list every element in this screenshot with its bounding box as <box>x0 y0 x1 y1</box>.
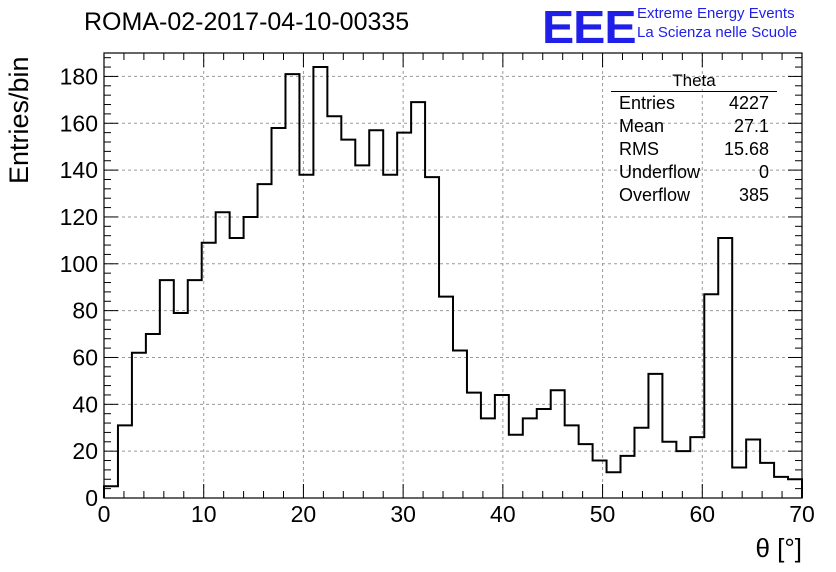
x-tick-label: 20 <box>291 501 317 527</box>
histogram-bin <box>188 280 202 498</box>
y-tick-label: 40 <box>72 391 98 417</box>
histogram-bin <box>718 238 732 498</box>
histogram-bin <box>621 456 635 498</box>
histogram-bin <box>272 128 286 498</box>
eee-logo: EEE <box>542 1 637 53</box>
x-tick-label: 30 <box>390 501 416 527</box>
histogram-bin <box>746 439 760 498</box>
histogram-bin <box>425 177 439 498</box>
histogram-bin <box>551 390 565 498</box>
histogram-bin <box>579 444 593 498</box>
plot-frame <box>103 52 803 499</box>
histogram-bin <box>313 67 327 498</box>
histogram-bin <box>383 175 397 498</box>
histogram-bin <box>202 243 216 498</box>
logo-caption: Extreme Energy Events La Scienza nelle S… <box>637 4 797 42</box>
y-tick-label: 80 <box>72 298 98 324</box>
stats-row-mean: Mean 27.1 <box>611 115 777 138</box>
histogram-bin <box>648 374 662 498</box>
chart-title: ROMA-02-2017-04-10-00335 <box>84 8 410 36</box>
y-tick-label: 60 <box>72 344 98 370</box>
stats-row-rms: RMS 15.68 <box>611 138 777 161</box>
y-axis-label: Entries/bin <box>4 56 34 184</box>
histogram-bin <box>495 395 509 498</box>
histogram-bin <box>230 238 244 498</box>
histogram-bin <box>118 425 132 498</box>
histogram-bin <box>160 280 174 498</box>
histogram-bin <box>537 409 551 498</box>
histogram-bin <box>788 479 802 498</box>
histogram-bin <box>593 461 607 498</box>
stats-value: 27.1 <box>733 116 769 136</box>
histogram-bin <box>607 472 621 498</box>
histogram-bin <box>216 212 230 498</box>
x-axis-label: θ [°] <box>755 533 802 563</box>
stats-label: Overflow <box>619 185 691 205</box>
stats-box: Theta Entries 4227 Mean 27.1 RMS 15.68 U… <box>611 72 777 207</box>
histogram-bin <box>676 451 690 498</box>
stats-value: 15.68 <box>723 139 769 159</box>
stats-row-underflow: Underflow 0 <box>611 161 777 184</box>
y-tick-label: 120 <box>60 204 98 230</box>
histogram-bin <box>523 418 537 498</box>
histogram-bin <box>481 418 495 498</box>
histogram-bin <box>565 425 579 498</box>
stats-label: Underflow <box>619 162 701 182</box>
stats-label: Entries <box>619 93 676 113</box>
stats-row-overflow: Overflow 385 <box>611 184 777 207</box>
x-tick-label: 10 <box>191 501 217 527</box>
stats-divider <box>611 91 777 92</box>
histogram-bin <box>439 297 453 498</box>
histogram-bin <box>732 468 746 498</box>
histogram-bin <box>704 294 718 498</box>
x-tick-label: 40 <box>490 501 516 527</box>
logo-caption-line1: Extreme Energy Events <box>637 5 795 22</box>
logo-caption-line2: La Scienza nelle Scuole <box>637 24 798 41</box>
histogram-bin <box>285 74 299 498</box>
stats-row-entries: Entries 4227 <box>611 92 777 115</box>
histogram-bin <box>146 334 160 498</box>
histogram-bin <box>327 116 341 498</box>
histogram-bin <box>341 140 355 498</box>
stats-value: 0 <box>758 162 769 182</box>
y-tick-label: 20 <box>72 438 98 464</box>
histogram-bin <box>662 442 676 498</box>
stats-title: Theta <box>672 71 716 90</box>
histogram-bin <box>174 313 188 498</box>
histogram-bin <box>244 217 258 498</box>
histogram-bin <box>132 353 146 498</box>
histogram-bin <box>104 486 118 498</box>
histogram-bin <box>397 133 411 498</box>
histogram-bin <box>774 477 788 498</box>
histogram-bin <box>369 130 383 498</box>
x-tick-label: 60 <box>689 501 715 527</box>
stats-value: 4227 <box>728 93 769 113</box>
histogram-bin <box>453 350 467 498</box>
y-tick-label: 140 <box>60 157 98 183</box>
x-tick-label: 50 <box>590 501 616 527</box>
y-tick-label: 180 <box>60 63 98 89</box>
y-tick-label: 160 <box>60 110 98 136</box>
stats-label: Mean <box>619 116 665 136</box>
histogram-series <box>103 66 803 498</box>
histogram-bin <box>355 165 369 498</box>
stats-label: RMS <box>619 139 659 159</box>
histogram-bin <box>411 102 425 498</box>
y-tick-label: 100 <box>60 251 98 277</box>
histogram-bin <box>760 463 774 498</box>
y-tick-label: 0 <box>85 485 98 511</box>
histogram-bin <box>467 393 481 498</box>
histogram-bin <box>258 184 272 498</box>
x-tick-label: 70 <box>789 501 815 527</box>
x-tick-label: 0 <box>98 501 111 527</box>
histogram-bin <box>634 428 648 498</box>
histogram-bin <box>299 175 313 498</box>
histogram-bin <box>509 435 523 498</box>
histogram-bin <box>690 437 704 498</box>
stats-value: 385 <box>738 185 769 205</box>
